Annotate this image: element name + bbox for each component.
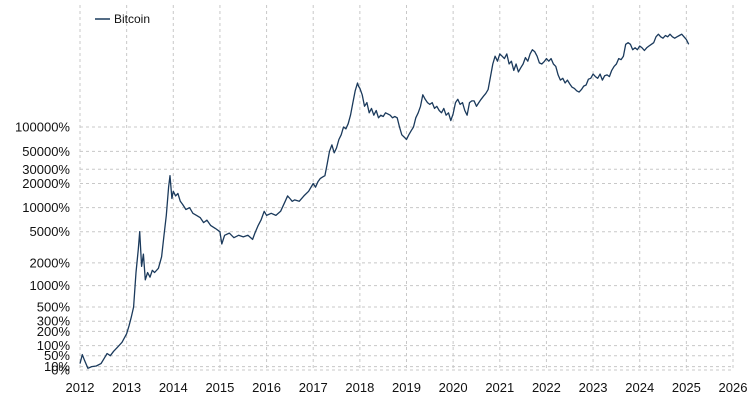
x-tick-label: 2024 — [625, 380, 654, 395]
x-tick-label: 2019 — [392, 380, 421, 395]
x-tick-label: 2017 — [299, 380, 328, 395]
y-tick-label: 1000% — [30, 278, 71, 293]
y-tick-label: 2000% — [30, 255, 71, 270]
y-tick-label: 500% — [37, 299, 71, 314]
y-tick-label: 5000% — [30, 224, 71, 239]
y-tick-label: 50000% — [22, 144, 70, 159]
y-tick-label: 20000% — [22, 176, 70, 191]
x-tick-label: 2013 — [112, 380, 141, 395]
y-tick-label: 30000% — [22, 162, 70, 177]
grid-layer — [80, 5, 733, 370]
y-tick-label: 10000% — [22, 200, 70, 215]
x-tick-label: 2021 — [485, 380, 514, 395]
x-tick-label: 2025 — [672, 380, 701, 395]
x-axis-ticks: 2012 2013 2014 2015 2016 2017 2018 2019 2020 2021… — [66, 380, 748, 395]
x-tick-label: 2015 — [205, 380, 234, 395]
x-tick-label: 2020 — [439, 380, 468, 395]
legend-label-bitcoin: Bitcoin — [114, 12, 150, 26]
x-tick-label: 2023 — [579, 380, 608, 395]
y-tick-label: 100% — [37, 338, 71, 353]
x-tick-label: 2014 — [159, 380, 188, 395]
y-axis-ticks: 0%10%50%100%200%300%500%1000%2000%5000%1… — [15, 120, 70, 378]
x-tick-label: 2022 — [532, 380, 561, 395]
series-line-bitcoin — [80, 34, 689, 368]
x-tick-label: 2016 — [252, 380, 281, 395]
y-tick-label: 100000% — [15, 120, 70, 135]
x-tick-label: 2018 — [345, 380, 374, 395]
series-layer — [80, 34, 689, 368]
x-tick-label: 2026 — [719, 380, 748, 395]
x-tick-label: 2012 — [66, 380, 95, 395]
legend: Bitcoin — [95, 12, 150, 26]
y-tick-label: 300% — [37, 314, 71, 329]
